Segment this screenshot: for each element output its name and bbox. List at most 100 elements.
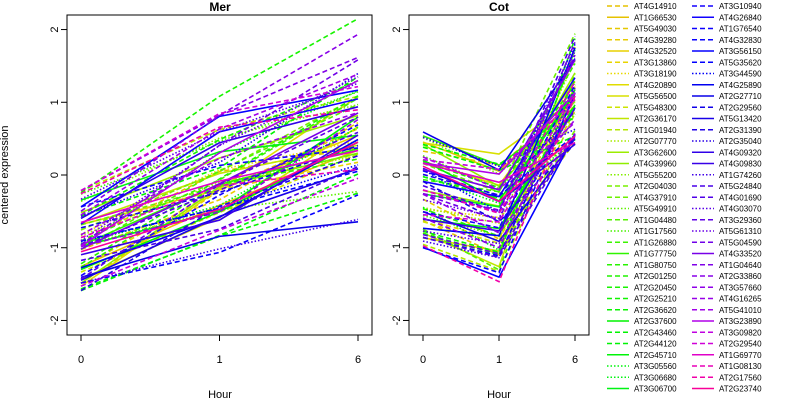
- legend-entry: AT2G29560: [719, 103, 762, 112]
- series-line: [80, 144, 359, 224]
- legend-entry: AT1G26880: [634, 238, 677, 247]
- legend-entry: AT2G17560: [719, 373, 762, 382]
- legend-entry: AT2G37600: [634, 317, 677, 326]
- series-line: [422, 95, 576, 249]
- series-line: [422, 121, 576, 191]
- legend-entry: AT2G04030: [634, 182, 677, 191]
- series-line: [80, 168, 359, 239]
- series-line: [422, 47, 576, 237]
- panel-cot-frame: [408, 14, 590, 336]
- panel-mer-frame: [66, 14, 373, 336]
- legend-entry: AT3G23890: [719, 317, 762, 326]
- legend-entry: AT2G36620: [634, 306, 677, 315]
- series-line: [422, 132, 576, 234]
- legend-entry: AT4G33520: [719, 250, 762, 259]
- legend-entry: AT1G77750: [634, 250, 677, 259]
- panel-mer: Mer Hour centered expression -2 -1 0 1 2 0 1 6: [0, 0, 373, 400]
- panel-cot-xlabel: Hour: [487, 389, 511, 400]
- series-line: [422, 107, 576, 245]
- legend-entry: AT5G24840: [719, 182, 762, 191]
- legend-entry: AT4G14910: [634, 2, 677, 11]
- series-line: [422, 81, 576, 215]
- series-line: [422, 43, 576, 214]
- series-line: [80, 167, 359, 281]
- x-tick-label: 0: [420, 354, 426, 366]
- x-tick-label: 1: [216, 354, 222, 366]
- legend-entry: AT2G01250: [634, 272, 677, 281]
- series-line: [80, 124, 359, 277]
- legend-entry: AT5G49030: [634, 25, 677, 34]
- series-line: [422, 87, 576, 259]
- panel-mer-axes: -2 -1 0 1 2 0 1 6: [49, 26, 361, 366]
- y-tick-label: 1: [49, 99, 61, 105]
- series-line: [80, 126, 359, 245]
- series-line: [80, 173, 359, 292]
- series-line: [80, 82, 359, 200]
- legend-entry: AT1G17560: [634, 227, 677, 236]
- legend-entry: AT1G76540: [719, 25, 762, 34]
- legend: AT4G14910 AT1G66530 AT5G49030 AT4G39280 AT4G…: [607, 2, 762, 394]
- x-tick-label: 1: [496, 354, 502, 366]
- legend-entry: AT4G32830: [719, 36, 762, 45]
- legend-entry: AT3G62600: [634, 148, 677, 157]
- legend-entry: AT2G29540: [719, 340, 762, 349]
- legend-entry: AT3G44590: [719, 70, 762, 79]
- series-line: [422, 135, 576, 203]
- legend-entry: AT4G39280: [634, 36, 677, 45]
- y-tick-label: 1: [391, 99, 403, 105]
- series-line: [80, 149, 359, 224]
- legend-entry: AT5G04590: [719, 238, 762, 247]
- legend-entry: AT2G35040: [719, 137, 762, 146]
- series-line: [422, 133, 576, 255]
- y-tick-label: -2: [49, 316, 61, 326]
- series-line: [422, 60, 576, 225]
- series-line: [422, 135, 576, 172]
- series-line: [80, 96, 359, 287]
- legend-entry: AT4G25890: [719, 81, 762, 90]
- series-line: [80, 72, 359, 217]
- series-line: [422, 99, 576, 171]
- series-line: [422, 92, 576, 175]
- series-line: [80, 147, 359, 208]
- legend-entry: AT3G10940: [719, 2, 762, 11]
- legend-entry: AT3G57660: [719, 283, 762, 292]
- series-line: [80, 79, 359, 247]
- legend-entry: AT4G09320: [719, 148, 762, 157]
- series-line: [80, 141, 359, 253]
- legend-entry: AT1G69770: [719, 351, 762, 360]
- legend-entry: AT1G74260: [719, 171, 762, 180]
- legend-entry: AT2G07770: [634, 137, 677, 146]
- legend-entry: AT3G18190: [634, 70, 677, 79]
- legend-entry: AT4G26840: [719, 13, 762, 22]
- series-line: [80, 17, 359, 194]
- panel-cot-axes: -2 -1 0 1 2 0 1 6: [391, 26, 578, 366]
- series-line: [422, 107, 576, 232]
- x-tick-label: 0: [78, 354, 84, 366]
- y-tick-label: -1: [49, 243, 61, 253]
- series-line: [80, 76, 359, 218]
- series-line: [80, 164, 359, 243]
- series-line: [422, 93, 576, 223]
- panel-mer-ylabel: centered expression: [0, 125, 11, 224]
- legend-entry: AT1G04480: [634, 216, 677, 225]
- series-line: [80, 161, 359, 269]
- legend-entry: AT2G45710: [634, 351, 677, 360]
- series-line: [80, 59, 359, 246]
- legend-entry: AT4G03070: [719, 205, 762, 214]
- legend-entry: AT5G61310: [719, 227, 762, 236]
- panel-mer-xlabel: Hour: [208, 389, 232, 400]
- panel-mer-series: [80, 17, 359, 292]
- y-tick-label: 2: [49, 26, 61, 32]
- y-tick-label: -2: [391, 316, 403, 326]
- series-line: [80, 114, 359, 214]
- legend-entry: AT3G29360: [719, 216, 762, 225]
- panel-cot-title: Cot: [489, 0, 509, 14]
- legend-entry: AT1G66530: [634, 13, 677, 22]
- series-line: [80, 134, 359, 256]
- series-line: [422, 92, 576, 274]
- series-line: [80, 116, 359, 248]
- legend-entry: AT4G39960: [634, 160, 677, 169]
- legend-entry: AT2G36170: [634, 115, 677, 124]
- series-line: [80, 73, 359, 216]
